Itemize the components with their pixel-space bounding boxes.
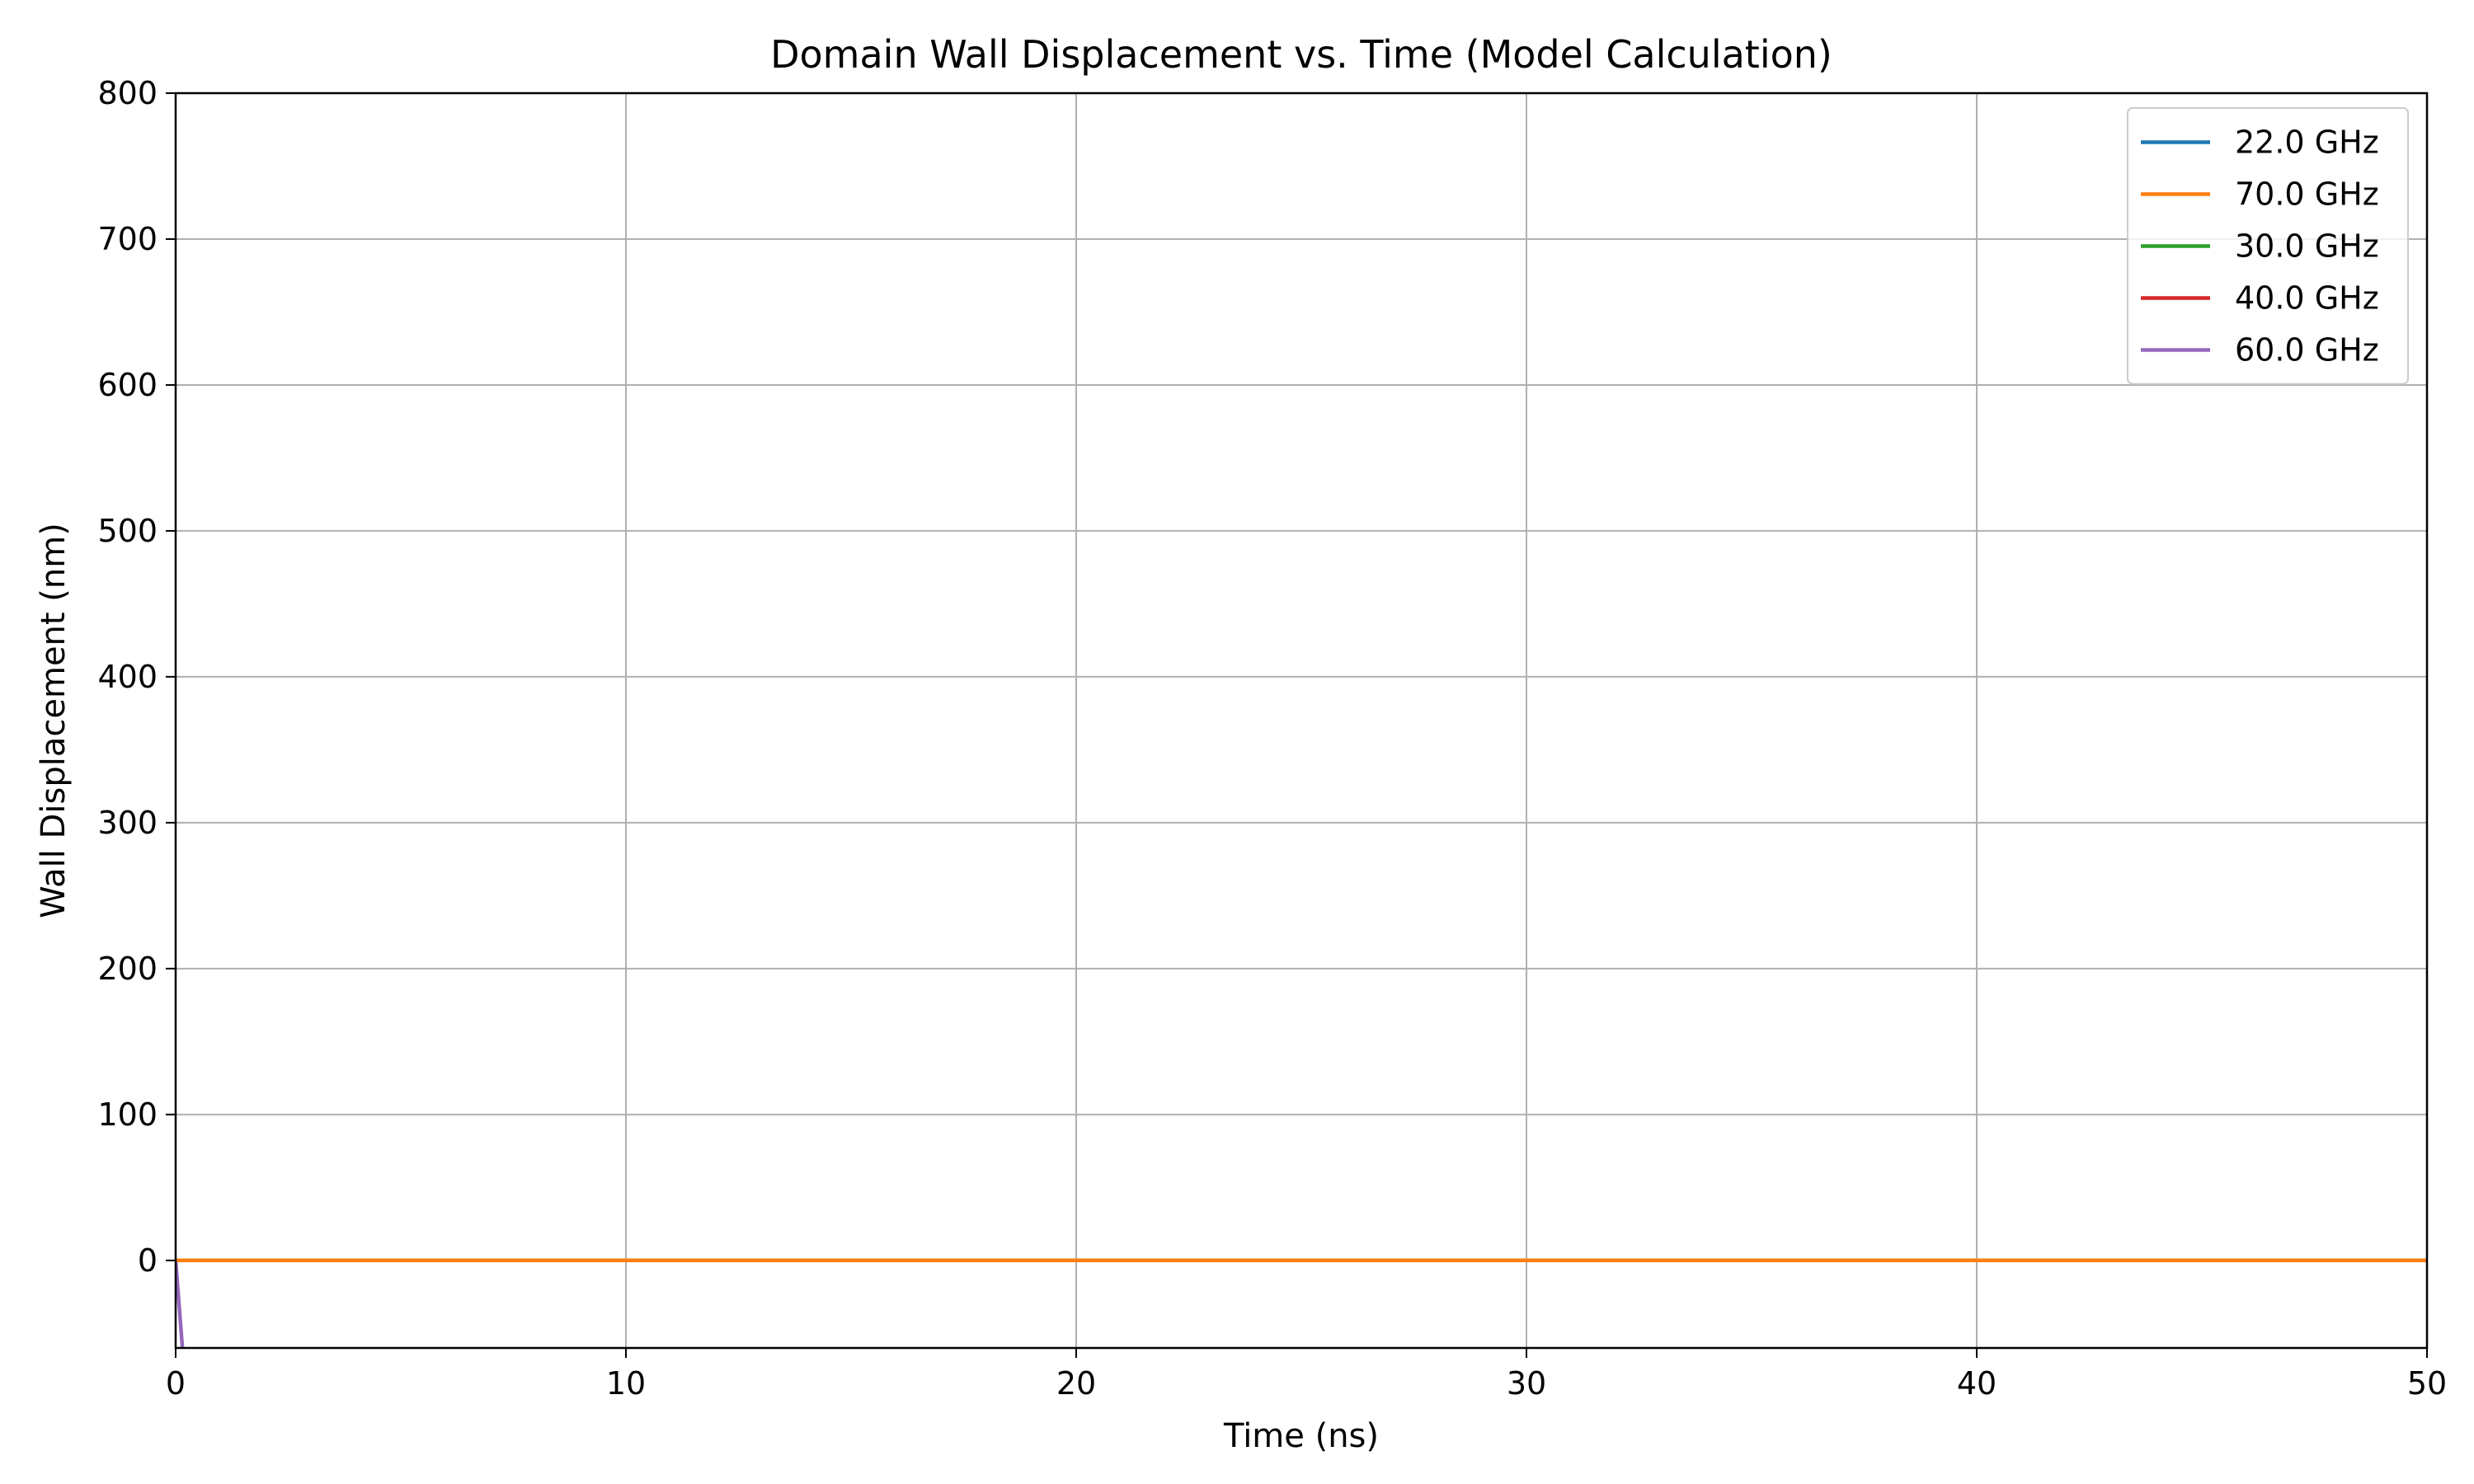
y-tick-label: 700 xyxy=(97,221,158,257)
x-tick-label: 10 xyxy=(606,1365,646,1402)
x-tick-label: 40 xyxy=(1957,1365,1997,1402)
y-tick-label: 400 xyxy=(97,659,158,695)
legend-label: 70.0 GHz xyxy=(2235,176,2379,213)
x-tick-label: 0 xyxy=(166,1365,186,1402)
y-tick-label: 500 xyxy=(97,513,158,549)
y-axis-label: Wall Displacement (nm) xyxy=(35,523,73,918)
plot-area xyxy=(176,1258,2427,1348)
x-axis-label: Time (ns) xyxy=(1223,1417,1379,1455)
x-tick-label: 30 xyxy=(1507,1365,1546,1402)
legend: 22.0 GHz 70.0 GHz 30.0 GHz 40.0 GHz 60.0 GHz xyxy=(2127,107,2409,385)
y-tick-label: 100 xyxy=(97,1097,158,1133)
legend-label: 30.0 GHz xyxy=(2235,228,2379,265)
plot-frame xyxy=(174,92,2429,1350)
y-tick-label: 600 xyxy=(97,367,158,403)
plot-background xyxy=(176,93,2427,1348)
y-tick-label: 200 xyxy=(97,951,158,987)
series-line-60-0-ghz xyxy=(176,1260,185,1348)
x-tick-label: 20 xyxy=(1056,1365,1096,1402)
legend-label: 40.0 GHz xyxy=(2235,280,2379,317)
chart-title: Domain Wall Displacement vs. Time (Model… xyxy=(770,32,1832,77)
legend-box xyxy=(2127,107,2409,385)
legend-label: 60.0 GHz xyxy=(2235,332,2379,369)
legend-label: 22.0 GHz xyxy=(2235,124,2379,161)
y-tick-label: 800 xyxy=(97,75,158,111)
y-tick-label: 300 xyxy=(97,805,158,841)
x-tick-label: 50 xyxy=(2407,1365,2447,1402)
y-tick-label: 0 xyxy=(138,1242,158,1279)
